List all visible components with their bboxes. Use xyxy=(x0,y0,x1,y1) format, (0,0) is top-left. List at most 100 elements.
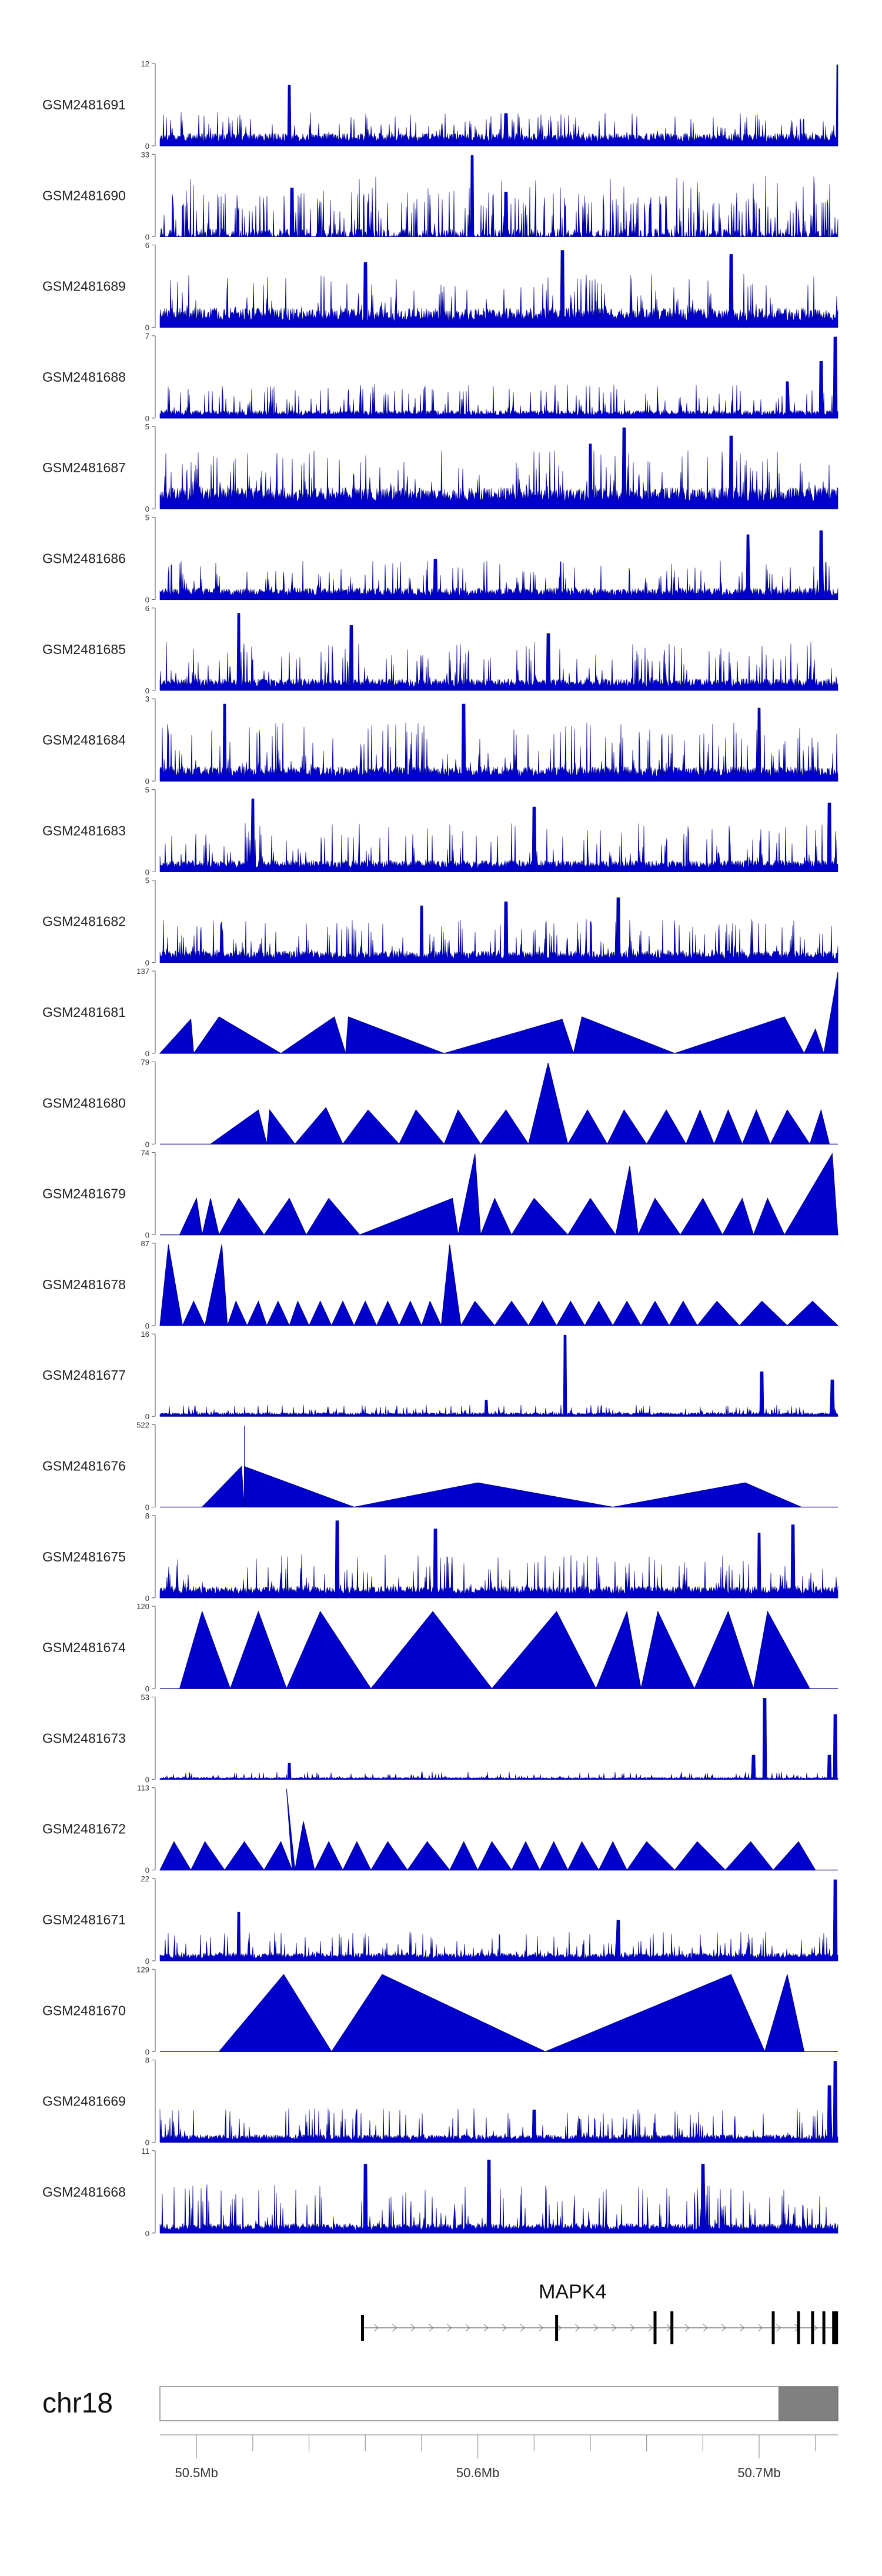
strand-arrow xyxy=(465,2324,470,2332)
track-GSM2481675: GSM2481675 8 0 xyxy=(42,1511,838,1603)
y-max-label: 22 xyxy=(141,1874,149,1883)
y-max-label: 7 xyxy=(145,332,149,341)
signal-area xyxy=(159,250,838,328)
chromosome-label: chr18 xyxy=(42,2388,113,2419)
track-GSM2481674: GSM2481674 120 0 xyxy=(42,1602,838,1693)
x-tick-label: 50.6Mb xyxy=(456,2465,499,2480)
strand-arrow xyxy=(538,2324,544,2332)
track-GSM2481681: GSM2481681 137 0 xyxy=(42,967,838,1058)
strand-arrow xyxy=(429,2324,434,2332)
y-min-label: 0 xyxy=(145,1866,149,1875)
gene-exon xyxy=(555,2315,559,2341)
strand-arrow xyxy=(758,2324,763,2332)
track-GSM2481691: GSM2481691 12 0 xyxy=(42,59,838,151)
y-max-label: 5 xyxy=(145,513,149,522)
gene-exon xyxy=(670,2311,674,2344)
track-GSM2481684: GSM2481684 3 0 xyxy=(42,695,838,786)
track-GSM2481687: GSM2481687 5 0 xyxy=(42,422,838,513)
y-min-label: 0 xyxy=(145,777,149,786)
y-min-label: 0 xyxy=(145,1957,149,1966)
gene-exon xyxy=(822,2311,826,2344)
signal-area xyxy=(179,1152,838,1236)
track-GSM2481673: GSM2481673 53 0 xyxy=(42,1693,838,1784)
signal-area xyxy=(159,798,838,872)
signal-area xyxy=(159,1244,839,1326)
strand-arrow xyxy=(575,2324,580,2332)
track-label: GSM2481669 xyxy=(42,2094,126,2109)
track-label: GSM2481679 xyxy=(42,1186,126,1202)
signal-area xyxy=(159,613,838,691)
signal-area xyxy=(159,1788,816,1871)
chromosome-bar xyxy=(159,2386,838,2421)
track-GSM2481669: GSM2481669 8 0 xyxy=(42,2056,838,2147)
strand-arrow xyxy=(447,2324,452,2332)
signal-area xyxy=(159,703,838,782)
signal-area xyxy=(159,1879,838,1961)
y-min-label: 0 xyxy=(145,596,149,605)
y-max-label: 522 xyxy=(136,1421,149,1430)
signal-tracks: GSM2481691120GSM2481690330GSM248168960GS… xyxy=(42,59,839,2238)
track-GSM2481689: GSM2481689 6 0 xyxy=(42,241,838,332)
track-label: GSM2481671 xyxy=(42,1912,126,1927)
signal-area xyxy=(159,897,838,963)
strand-arrow xyxy=(740,2324,745,2332)
strand-arrow xyxy=(813,2324,818,2332)
strand-arrow xyxy=(703,2324,708,2332)
track-GSM2481678: GSM2481678 87 0 xyxy=(42,1239,839,1330)
track-GSM2481682: GSM2481682 5 0 xyxy=(42,876,838,967)
y-min-label: 0 xyxy=(145,1322,149,1330)
track-GSM2481676: GSM2481676 522 0 xyxy=(42,1421,838,1512)
strand-arrow xyxy=(593,2324,599,2332)
track-label: GSM2481690 xyxy=(42,188,126,203)
track-label: GSM2481682 xyxy=(42,914,126,929)
track-GSM2481677: GSM2481677 16 0 xyxy=(42,1330,838,1421)
strand-arrow xyxy=(392,2324,397,2332)
y-min-label: 0 xyxy=(145,2047,149,2056)
signal-area xyxy=(159,155,838,238)
y-max-label: 5 xyxy=(145,785,149,794)
signal-area xyxy=(179,1610,811,1689)
signal-area xyxy=(159,2160,838,2234)
track-label: GSM2481683 xyxy=(42,823,126,838)
signal-area xyxy=(159,427,838,509)
y-min-label: 0 xyxy=(145,1049,149,1058)
gene-exon xyxy=(832,2311,838,2344)
signal-area xyxy=(159,336,838,419)
y-max-label: 79 xyxy=(141,1057,149,1066)
chromosome-axis: chr18 50.5Mb 50.6Mb 50.7Mb xyxy=(42,2386,838,2480)
y-max-label: 129 xyxy=(136,1965,149,1974)
y-min-label: 0 xyxy=(145,1231,149,1240)
y-max-label: 11 xyxy=(142,2147,150,2155)
track-GSM2481688: GSM2481688 7 0 xyxy=(42,332,838,423)
signal-area xyxy=(159,530,838,600)
track-label: GSM2481668 xyxy=(42,2184,126,2200)
strand-arrow xyxy=(374,2324,379,2332)
track-GSM2481679: GSM2481679 74 0 xyxy=(42,1149,838,1240)
track-label: GSM2481685 xyxy=(42,642,126,657)
y-max-label: 3 xyxy=(145,695,149,703)
strand-arrow xyxy=(410,2324,416,2332)
signal-area xyxy=(201,1426,801,1507)
region-highlight xyxy=(779,2386,838,2421)
y-min-label: 0 xyxy=(145,1684,149,1693)
gene-track: MAPK4 xyxy=(361,2281,838,2344)
gene-exon xyxy=(361,2315,364,2341)
y-min-label: 0 xyxy=(145,1412,149,1421)
track-label: GSM2481675 xyxy=(42,1549,126,1564)
y-min-label: 0 xyxy=(145,867,149,876)
strand-arrow xyxy=(630,2324,635,2332)
gene-name: MAPK4 xyxy=(539,2281,606,2303)
track-GSM2481686: GSM2481686 5 0 xyxy=(42,513,838,605)
y-max-label: 8 xyxy=(145,2056,149,2065)
y-min-label: 0 xyxy=(145,232,149,241)
strand-arrow xyxy=(483,2324,489,2332)
track-label: GSM2481687 xyxy=(42,460,126,475)
track-GSM2481670: GSM2481670 129 0 xyxy=(42,1965,838,2056)
y-max-label: 74 xyxy=(141,1149,149,1157)
y-max-label: 120 xyxy=(136,1602,149,1611)
strand-arrow xyxy=(520,2324,525,2332)
track-label: GSM2481684 xyxy=(42,732,126,748)
strand-arrow xyxy=(776,2324,781,2332)
x-tick-label: 50.7Mb xyxy=(737,2465,780,2480)
y-min-label: 0 xyxy=(145,142,149,151)
